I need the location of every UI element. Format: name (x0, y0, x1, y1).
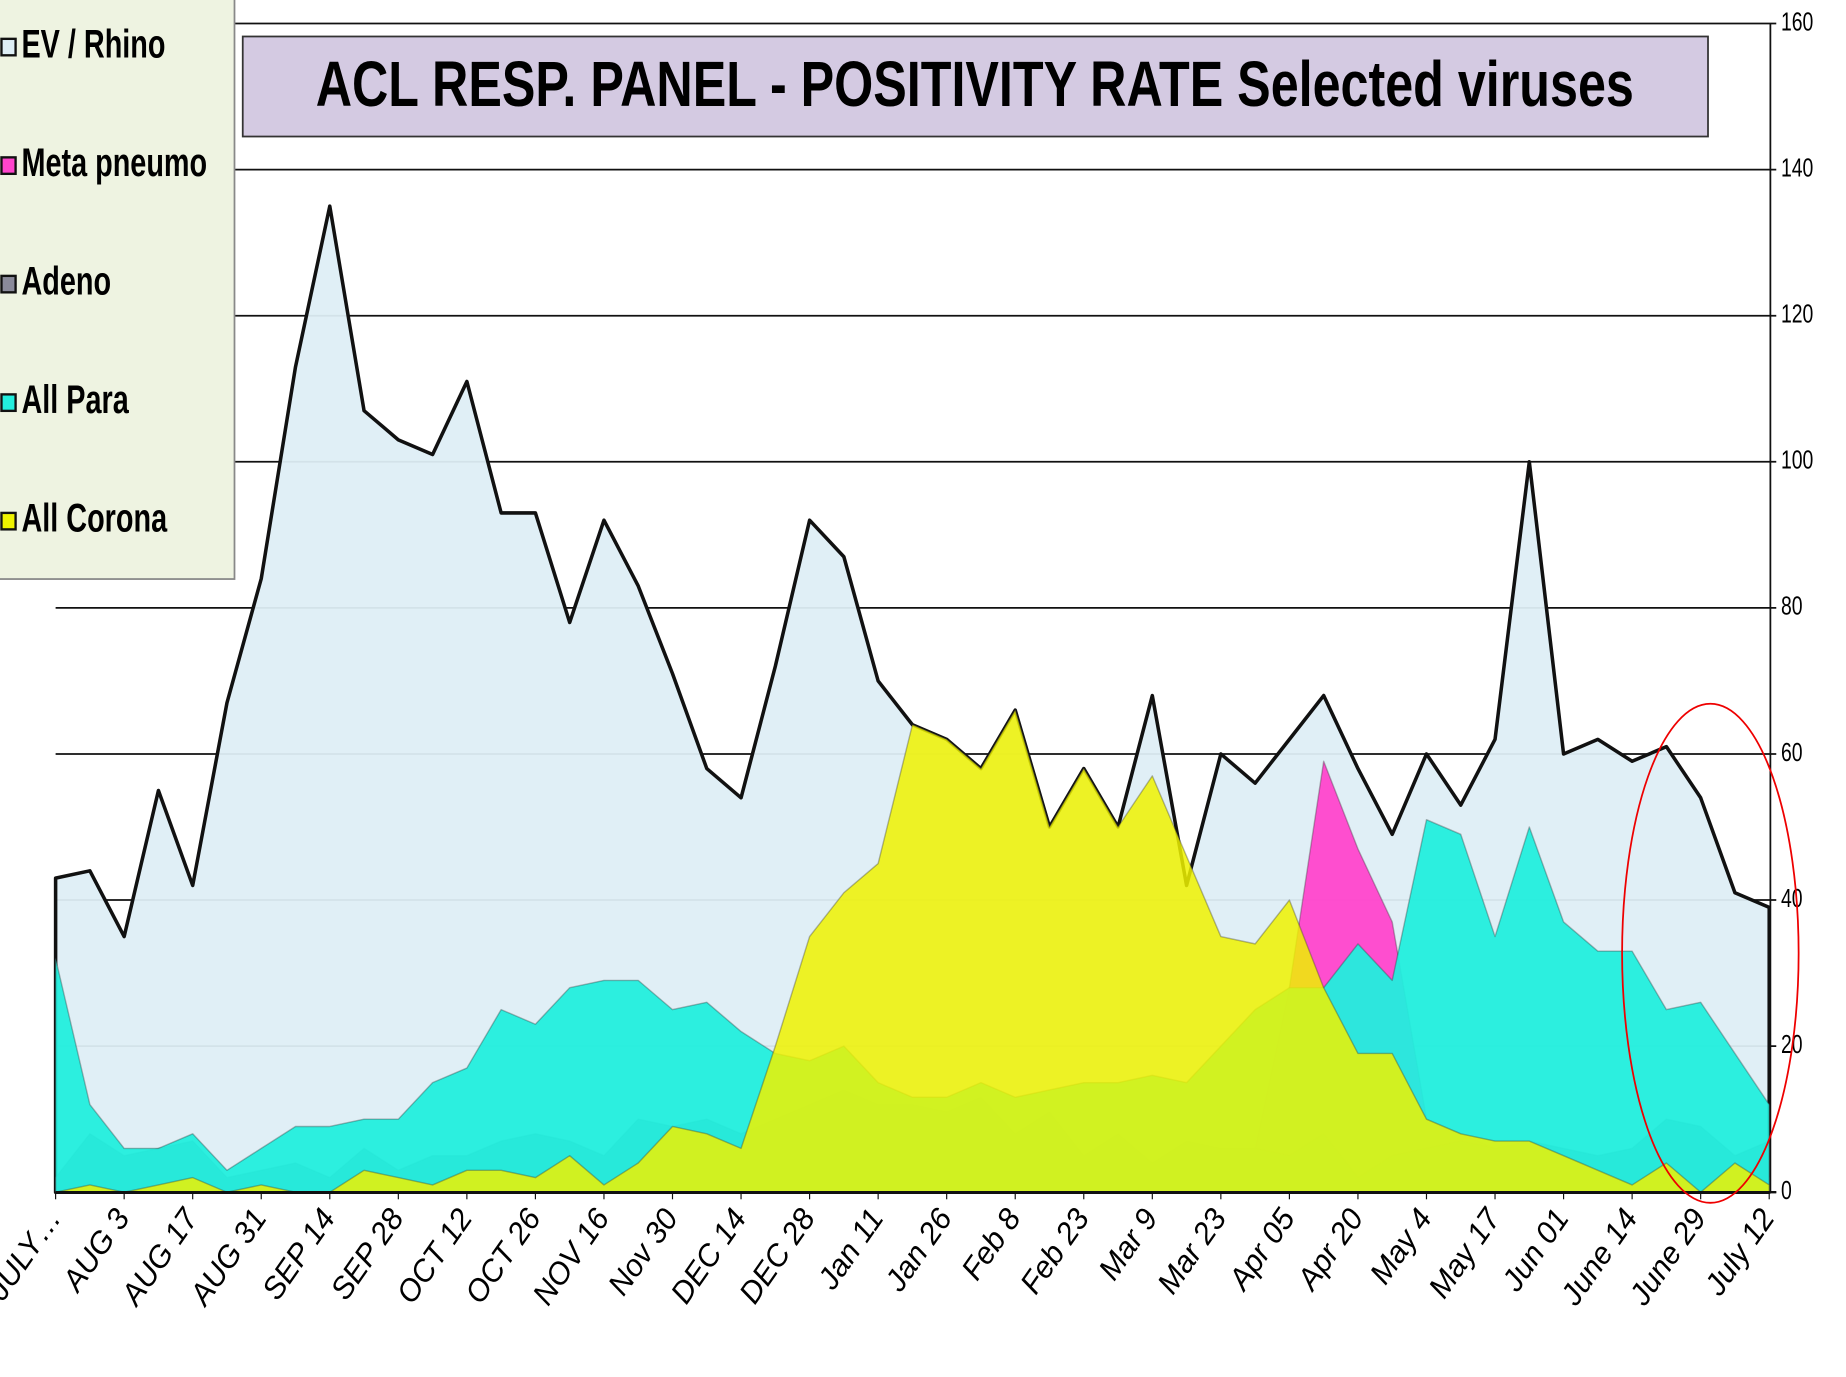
legend-box (0, 0, 236, 580)
legend-label: EV / Rhino (21, 22, 165, 67)
title-box (241, 35, 1709, 138)
y-tick-label: 120 (1781, 299, 1813, 328)
x-tick-label: July 12 (1698, 1203, 1782, 1303)
chart-title: ACL RESP. PANEL - POSITIVITY RATE Select… (316, 49, 1634, 120)
x-tick-label: Apr 05 (1221, 1202, 1302, 1298)
x-tick-label: Feb 23 (1014, 1203, 1096, 1300)
legend-label: Meta pneumo (21, 141, 207, 186)
x-tick-label: Jan 11 (811, 1203, 891, 1297)
x-tick-label: May 17 (1422, 1202, 1508, 1304)
legend-swatch (0, 511, 17, 531)
y-tick-label: 60 (1781, 737, 1803, 766)
x-tick-label: JULY… (0, 1203, 68, 1307)
y-tick-label: 160 (1781, 7, 1813, 36)
y-tick-label: 80 (1781, 591, 1803, 620)
x-tick-label: Jan 26 (878, 1203, 959, 1299)
legend-swatch (0, 156, 17, 176)
y-tick-label: 140 (1781, 153, 1813, 182)
legend-swatch (0, 393, 17, 413)
legend-label: All Corona (21, 496, 167, 541)
x-tick-label: Mar 9 (1092, 1203, 1165, 1287)
legend-swatch (0, 274, 17, 294)
highlight-ellipse (1621, 702, 1800, 1204)
legend-label: Adeno (21, 259, 111, 304)
x-tick-label: Feb 8 (955, 1203, 1028, 1287)
legend-label: All Para (21, 378, 129, 423)
x-tick-label: Apr 20 (1290, 1203, 1371, 1298)
y-tick-label: 0 (1781, 1175, 1792, 1204)
legend-swatch (0, 37, 17, 57)
y-tick-label: 100 (1781, 445, 1813, 474)
x-tick-label: Mar 23 (1151, 1203, 1233, 1300)
legend: EV / Rhino Meta pneumo Adeno All Para All Co… (0, 0, 236, 580)
area (54, 709, 1770, 1193)
y-tick-label: 40 (1781, 883, 1803, 912)
